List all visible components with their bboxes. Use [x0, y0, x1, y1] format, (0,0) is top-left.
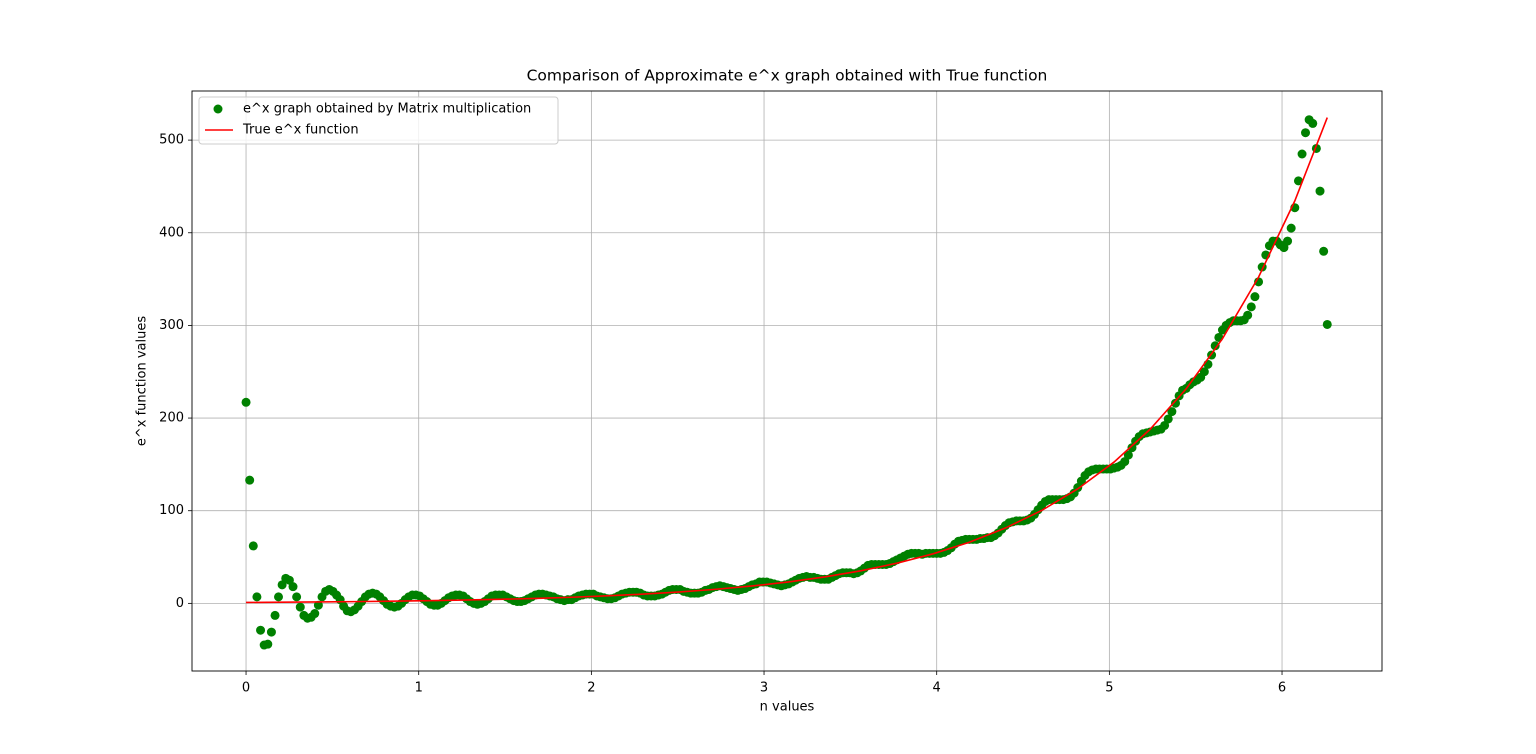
data-point [241, 397, 251, 407]
data-point [1250, 292, 1260, 302]
x-axis-label: n values [760, 700, 815, 715]
data-point [1301, 128, 1311, 138]
data-point [1123, 450, 1133, 460]
data-point [252, 592, 262, 602]
plot-frame [191, 90, 1383, 672]
data-point [288, 582, 298, 592]
y-tick-label: 200 [159, 411, 184, 426]
data-point [274, 592, 284, 602]
y-axis-label: e^x function values [135, 316, 150, 446]
data-point [1322, 319, 1332, 329]
y-tick-label: 500 [159, 133, 184, 148]
legend-frame [198, 96, 559, 145]
data-point [245, 475, 255, 485]
data-point [1293, 176, 1303, 186]
data-point [1319, 246, 1329, 256]
x-tick-label: 4 [933, 681, 941, 696]
data-point [256, 625, 266, 635]
data-point [295, 602, 305, 612]
legend: e^x graph obtained by Matrix multiplicat… [198, 96, 559, 145]
x-tick-label: 5 [1105, 681, 1113, 696]
data-point [266, 627, 276, 637]
data-point [1167, 407, 1177, 417]
data-point [313, 600, 323, 610]
y-tick-label: 400 [159, 225, 184, 240]
x-tick-label: 2 [587, 681, 595, 696]
data-point [1315, 186, 1325, 196]
data-point [1170, 398, 1180, 408]
plot-layer [241, 115, 1332, 650]
data-point [1297, 149, 1307, 159]
x-tick-label: 1 [415, 681, 423, 696]
data-point [1199, 367, 1209, 377]
data-point [263, 639, 273, 649]
data-point [1246, 302, 1256, 312]
data-point [1286, 223, 1296, 233]
data-line [246, 117, 1329, 604]
data-point [248, 541, 258, 551]
data-point [1210, 341, 1220, 351]
y-tick-label: 0 [176, 596, 184, 611]
data-point [1308, 118, 1318, 128]
legend-marker [213, 104, 223, 114]
x-tick-label: 6 [1278, 681, 1286, 696]
legend-label: True e^x function [242, 123, 359, 138]
chart-title: Comparison of Approximate e^x graph obta… [527, 67, 1048, 85]
data-point [292, 592, 302, 602]
data-point [310, 609, 320, 619]
data-point [270, 610, 280, 620]
x-tick-label: 3 [760, 681, 768, 696]
y-tick-label: 100 [159, 503, 184, 518]
legend-label: e^x graph obtained by Matrix multiplicat… [243, 102, 531, 117]
data-point [1163, 414, 1173, 424]
y-tick-label: 300 [159, 318, 184, 333]
data-point [1243, 310, 1253, 320]
data-point [1283, 236, 1293, 246]
x-tick-label: 0 [242, 681, 250, 696]
